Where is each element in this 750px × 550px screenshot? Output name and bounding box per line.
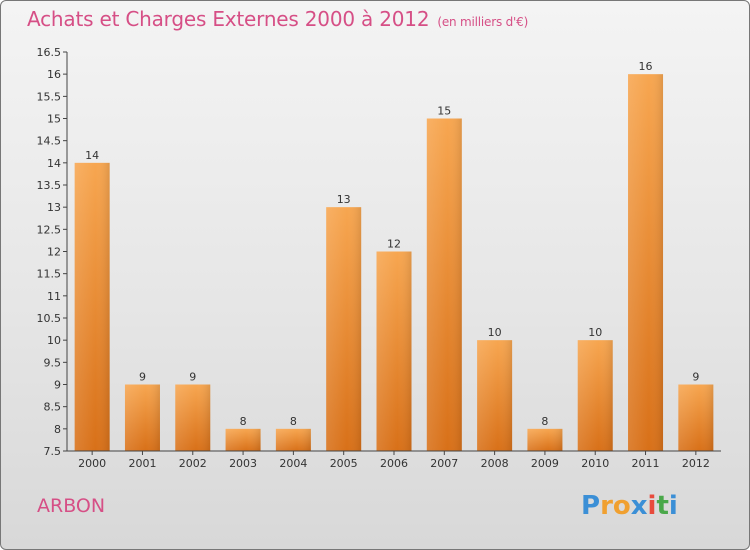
x-tick-label-2005: 2005 [330, 457, 358, 470]
logo-letter: i [668, 491, 678, 521]
bar-shading [477, 340, 513, 451]
y-tick-label: 9 [54, 379, 61, 392]
x-tick-label-2001: 2001 [128, 457, 156, 470]
value-label-2009: 8 [541, 415, 548, 428]
bars: 14 9 9 8 8 13 12 15 10 8 10 16 9 [74, 60, 714, 452]
value-label-2000: 14 [85, 149, 99, 162]
logo-letter: o [612, 491, 631, 521]
value-label-2011: 16 [639, 60, 653, 73]
y-tick-label: 16 [47, 68, 61, 81]
value-label-2004: 8 [290, 415, 297, 428]
bar-shading [124, 384, 160, 451]
bar-shading [175, 384, 211, 451]
bar-shading [376, 251, 412, 451]
bar-shading [326, 207, 362, 451]
x-tick-label-2000: 2000 [78, 457, 106, 470]
y-tick-label: 11.5 [37, 268, 62, 281]
y-axis: 7.5 8 8.5 9 9.5 10 10.5 11 11.5 12 12.5 13 13.5 14 14.… [37, 46, 68, 458]
y-tick-label: 16.5 [37, 46, 62, 59]
y-tick-label: 8.5 [44, 401, 62, 414]
value-label-2003: 8 [240, 415, 247, 428]
logo-letter: t [656, 491, 669, 521]
value-label-2007: 15 [437, 105, 451, 118]
logo-letter: r [600, 491, 613, 521]
y-tick-label: 13 [47, 201, 61, 214]
value-label-2006: 12 [387, 238, 401, 251]
logo-letter: P [581, 491, 601, 521]
commune-name: ARBON [37, 495, 106, 517]
value-label-2001: 9 [139, 371, 146, 384]
bar-shading [527, 428, 563, 451]
y-tick-label: 14.5 [37, 135, 62, 148]
x-tick-label-2010: 2010 [581, 457, 609, 470]
x-tick-label-2008: 2008 [481, 457, 509, 470]
x-tick-label-2007: 2007 [430, 457, 458, 470]
y-tick-label: 9.5 [44, 356, 62, 369]
proxiti-logo: Proxiti [581, 491, 678, 521]
y-tick-label: 12 [47, 246, 61, 259]
y-tick-label: 14 [47, 157, 61, 170]
y-tick-label: 11 [47, 290, 61, 303]
y-tick-label: 15 [47, 113, 61, 126]
chart-subtitle: (en milliers d'€) [437, 15, 529, 29]
y-tick-label: 10 [47, 334, 61, 347]
bar-shading [577, 340, 613, 451]
value-label-2002: 9 [189, 371, 196, 384]
x-tick-label-2011: 2011 [632, 457, 660, 470]
y-tick-label: 8 [54, 423, 61, 436]
y-tick-label: 13.5 [37, 179, 62, 192]
value-label-2010: 10 [588, 326, 602, 339]
bar-shading [628, 74, 664, 452]
logo-letter: i [647, 491, 657, 521]
y-tick-label: 12.5 [37, 223, 62, 236]
y-tick-label: 7.5 [44, 445, 62, 458]
title-text: Achats et Charges Externes 2000 à 2012 [27, 7, 430, 31]
x-tick-label-2006: 2006 [380, 457, 408, 470]
bar-shading [426, 118, 462, 451]
value-label-2008: 10 [488, 326, 502, 339]
x-tick-label-2012: 2012 [682, 457, 710, 470]
value-label-2012: 9 [692, 371, 699, 384]
bar-shading [74, 162, 110, 452]
chart-title: Achats et Charges Externes 2000 à 2012 (e… [27, 7, 528, 31]
y-tick-label: 10.5 [37, 312, 62, 325]
y-tick-label: 15.5 [37, 90, 62, 103]
x-tick-label-2003: 2003 [229, 457, 257, 470]
bar-shading [225, 428, 261, 451]
bar-shading [275, 428, 311, 451]
logo-letter: x [630, 491, 648, 521]
value-label-2005: 13 [337, 193, 351, 206]
x-tick-label-2004: 2004 [279, 457, 307, 470]
x-tick-label-2009: 2009 [531, 457, 559, 470]
x-axis: 2000 2001 2002 2003 2004 2005 2006 2007 2008 2009… [67, 450, 721, 470]
bar-shading [678, 384, 714, 451]
x-tick-label-2002: 2002 [179, 457, 207, 470]
